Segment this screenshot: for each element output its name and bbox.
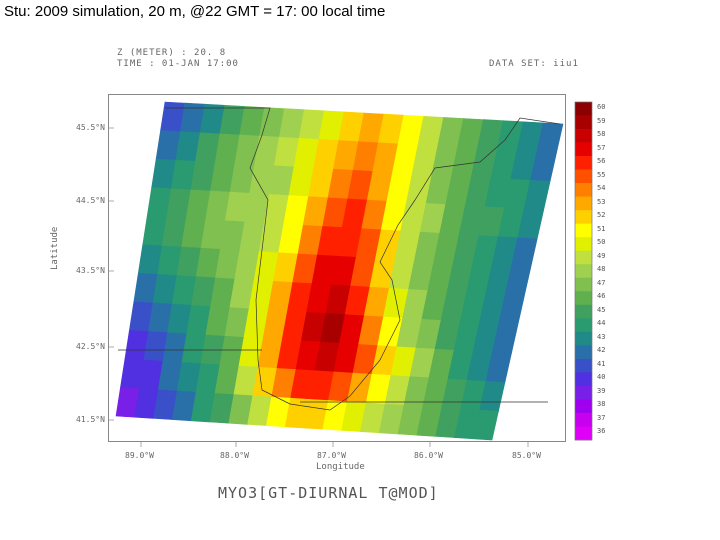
boundary-line: [165, 107, 291, 405]
y-tick-label: 41.5°N: [76, 415, 105, 424]
colorbar-swatch: [575, 142, 592, 157]
colorbar-swatch: [575, 399, 592, 414]
x-tick-label: 88.0°W: [220, 451, 249, 460]
x-tick-label: 89.0°W: [125, 451, 154, 460]
colorbar-swatch: [575, 277, 592, 292]
level-header: Z (METER) : 20. 8: [117, 48, 227, 58]
boundary-line: [289, 117, 561, 411]
y-tick-label: 43.5°N: [76, 266, 105, 275]
colorbar-label: 45: [597, 305, 606, 314]
colorbar-swatch: [575, 264, 592, 279]
y-tick-label: 45.5°N: [76, 123, 105, 132]
colorbar-label: 54: [597, 184, 606, 193]
colorbar-frame: [574, 101, 593, 441]
colorbar-swatch: [575, 156, 592, 170]
dataset-header: DATA SET: iiu1: [489, 59, 579, 69]
colorbar-swatch: [575, 183, 592, 197]
colorbar-label: 50: [597, 238, 606, 247]
colorbar-label: 39: [597, 386, 606, 395]
slide-title: Stu: 2009 simulation, 20 m, @22 GMT = 17…: [4, 3, 386, 20]
colorbar-label: 52: [597, 211, 606, 220]
colorbar-swatch: [575, 385, 592, 400]
colorbar-swatch: [575, 318, 592, 333]
colorbar-label: 36: [597, 427, 606, 436]
colorbar-label: 43: [597, 332, 606, 341]
colorbar-label: 57: [597, 143, 606, 152]
colorbar-swatch: [575, 210, 592, 224]
colorbar-label: 38: [597, 400, 606, 409]
colorbar-label: 37: [597, 413, 606, 422]
colorbar-label: 53: [597, 197, 606, 206]
colorbar-swatch: [575, 237, 592, 252]
colorbar-swatch: [575, 372, 592, 387]
plot-frame: [108, 94, 566, 442]
colorbar-swatch: [575, 426, 592, 441]
colorbar-label: 47: [597, 278, 606, 287]
colorbar-label: 59: [597, 116, 606, 125]
colorbar-label: 48: [597, 265, 606, 274]
colorbar-swatch: [575, 102, 592, 116]
colorbar-label: 60: [597, 103, 606, 111]
colorbar-label: 40: [597, 373, 606, 382]
colorbar-swatch: [575, 223, 592, 238]
colorbar-swatch: [575, 345, 592, 360]
colorbar-swatch: [575, 291, 592, 306]
colorbar-swatch: [575, 304, 592, 319]
x-tick-label: 87.0°W: [317, 451, 346, 460]
heatmap-cell: [472, 409, 499, 441]
colorbar-label: 44: [597, 319, 606, 328]
colorbar-label: 56: [597, 157, 606, 166]
x-tick-label: 85.0°W: [512, 451, 541, 460]
y-axis-title: Latitude: [50, 226, 60, 270]
x-tick-label: 86.0°W: [414, 451, 443, 460]
colorbar-swatch: [575, 358, 592, 373]
colorbar-swatch: [575, 331, 592, 346]
colorbar-label: 55: [597, 170, 606, 179]
colorbar-swatch: [575, 412, 592, 427]
y-tick-label: 44.5°N: [76, 196, 105, 205]
colorbar-label: 58: [597, 130, 606, 139]
colorbar-swatch: [575, 196, 592, 211]
colorbar-swatch: [575, 129, 592, 143]
time-header: TIME : 01-JAN 17:00: [117, 59, 239, 69]
colorbar-label: 51: [597, 224, 606, 233]
colorbar-label: 42: [597, 346, 606, 355]
y-tick-label: 42.5°N: [76, 342, 105, 351]
colorbar-swatch: [575, 250, 592, 265]
colorbar-label: 41: [597, 359, 606, 368]
plot-caption: MYO3[GT-DIURNAL T@MOD]: [218, 484, 439, 502]
colorbar-label: 49: [597, 251, 606, 260]
colorbar-label: 46: [597, 292, 606, 301]
x-axis-title: Longitude: [316, 462, 365, 472]
colorbar-swatch: [575, 169, 592, 184]
colorbar-swatch: [575, 115, 592, 130]
